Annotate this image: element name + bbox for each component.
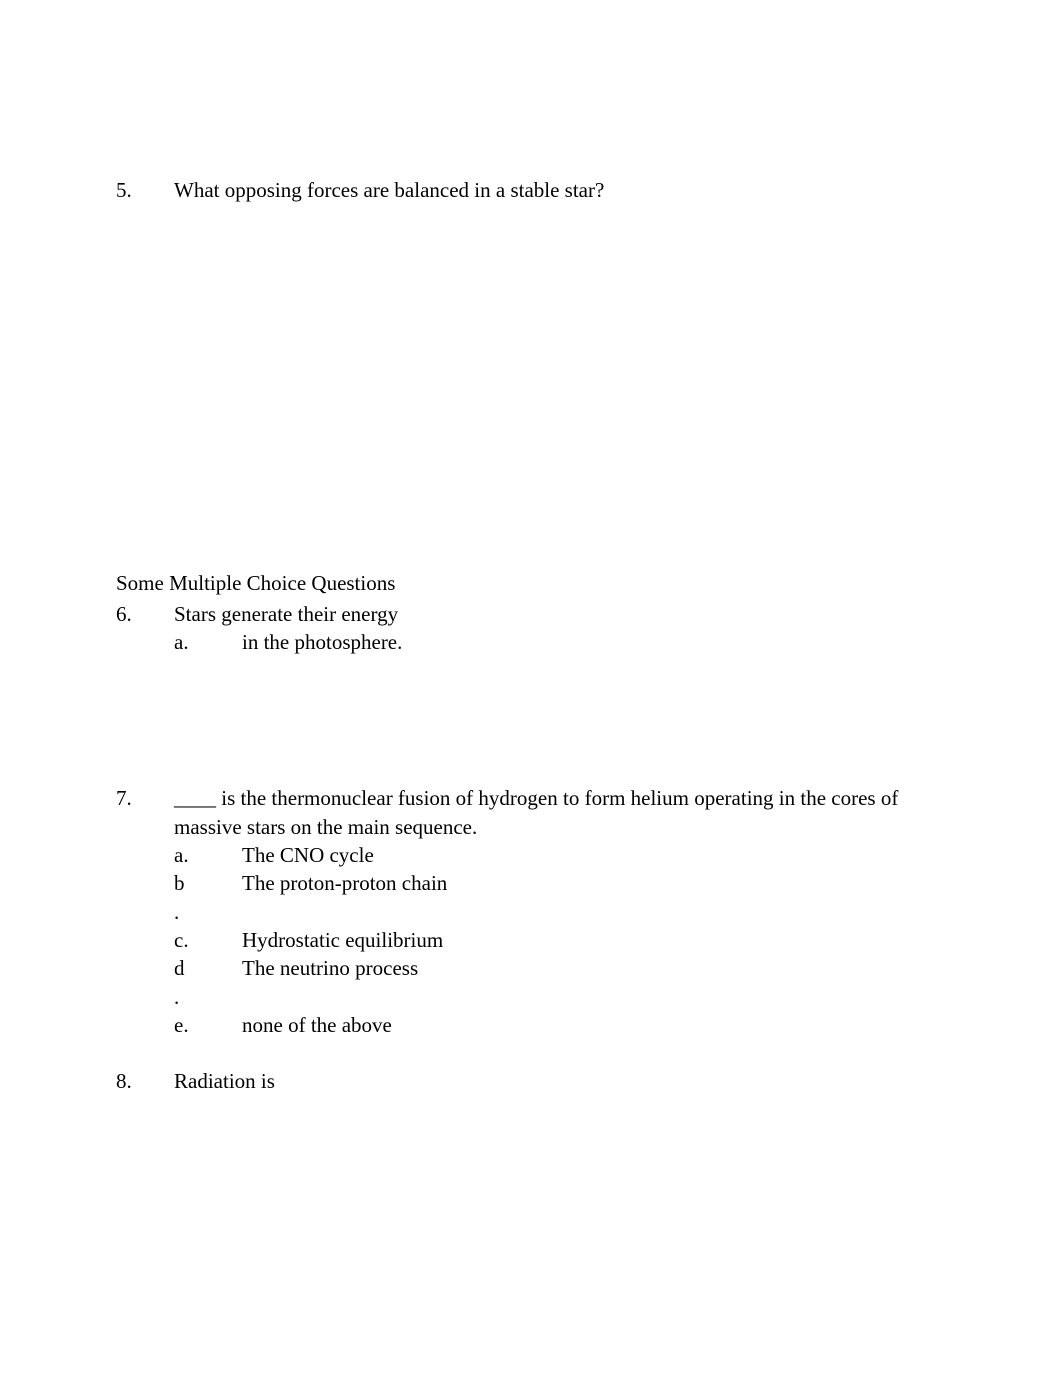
question-7: 7. ____ is the thermonuclear fusion of h… bbox=[116, 784, 972, 812]
option-7b: b The proton-proton chain bbox=[116, 869, 972, 897]
option-6a: a. in the photosphere. bbox=[116, 628, 972, 656]
option-letter: a. bbox=[174, 841, 242, 869]
section-heading: Some Multiple Choice Questions bbox=[116, 569, 972, 597]
option-letter: d bbox=[174, 954, 242, 982]
question-6: 6. Stars generate their energy bbox=[116, 600, 972, 628]
question-5: 5. What opposing forces are balanced in … bbox=[116, 176, 972, 204]
option-7c: c. Hydrostatic equilibrium bbox=[116, 926, 972, 954]
option-letter: a. bbox=[174, 628, 242, 656]
question-number: 6. bbox=[116, 600, 174, 628]
option-7d: d The neutrino process bbox=[116, 954, 972, 982]
spacer bbox=[116, 656, 972, 784]
spacer bbox=[116, 204, 972, 569]
option-letter: e. bbox=[174, 1011, 242, 1039]
option-7b-dot: . bbox=[116, 898, 972, 926]
question-number: 5. bbox=[116, 176, 174, 204]
question-text: ____ is the thermonuclear fusion of hydr… bbox=[174, 784, 972, 812]
option-text: The neutrino process bbox=[242, 954, 972, 982]
option-7e: e. none of the above bbox=[116, 1011, 972, 1039]
option-text: none of the above bbox=[242, 1011, 972, 1039]
question-8: 8. Radiation is bbox=[116, 1067, 972, 1095]
option-letter: . bbox=[174, 983, 242, 1011]
question-text: Radiation is bbox=[174, 1067, 972, 1095]
spacer bbox=[116, 1039, 972, 1067]
option-text: in the photosphere. bbox=[242, 628, 972, 656]
question-number: 7. bbox=[116, 784, 174, 812]
option-text: The CNO cycle bbox=[242, 841, 972, 869]
option-text bbox=[242, 898, 972, 926]
question-text: Stars generate their energy bbox=[174, 600, 972, 628]
option-text: The proton-proton chain bbox=[242, 869, 972, 897]
option-letter: c. bbox=[174, 926, 242, 954]
option-letter: . bbox=[174, 898, 242, 926]
question-text-line2: massive stars on the main sequence. bbox=[116, 813, 972, 841]
option-7d-dot: . bbox=[116, 983, 972, 1011]
option-text: Hydrostatic equilibrium bbox=[242, 926, 972, 954]
option-7a: a. The CNO cycle bbox=[116, 841, 972, 869]
option-letter: b bbox=[174, 869, 242, 897]
question-number: 8. bbox=[116, 1067, 174, 1095]
question-text: What opposing forces are balanced in a s… bbox=[174, 176, 972, 204]
option-text bbox=[242, 983, 972, 1011]
